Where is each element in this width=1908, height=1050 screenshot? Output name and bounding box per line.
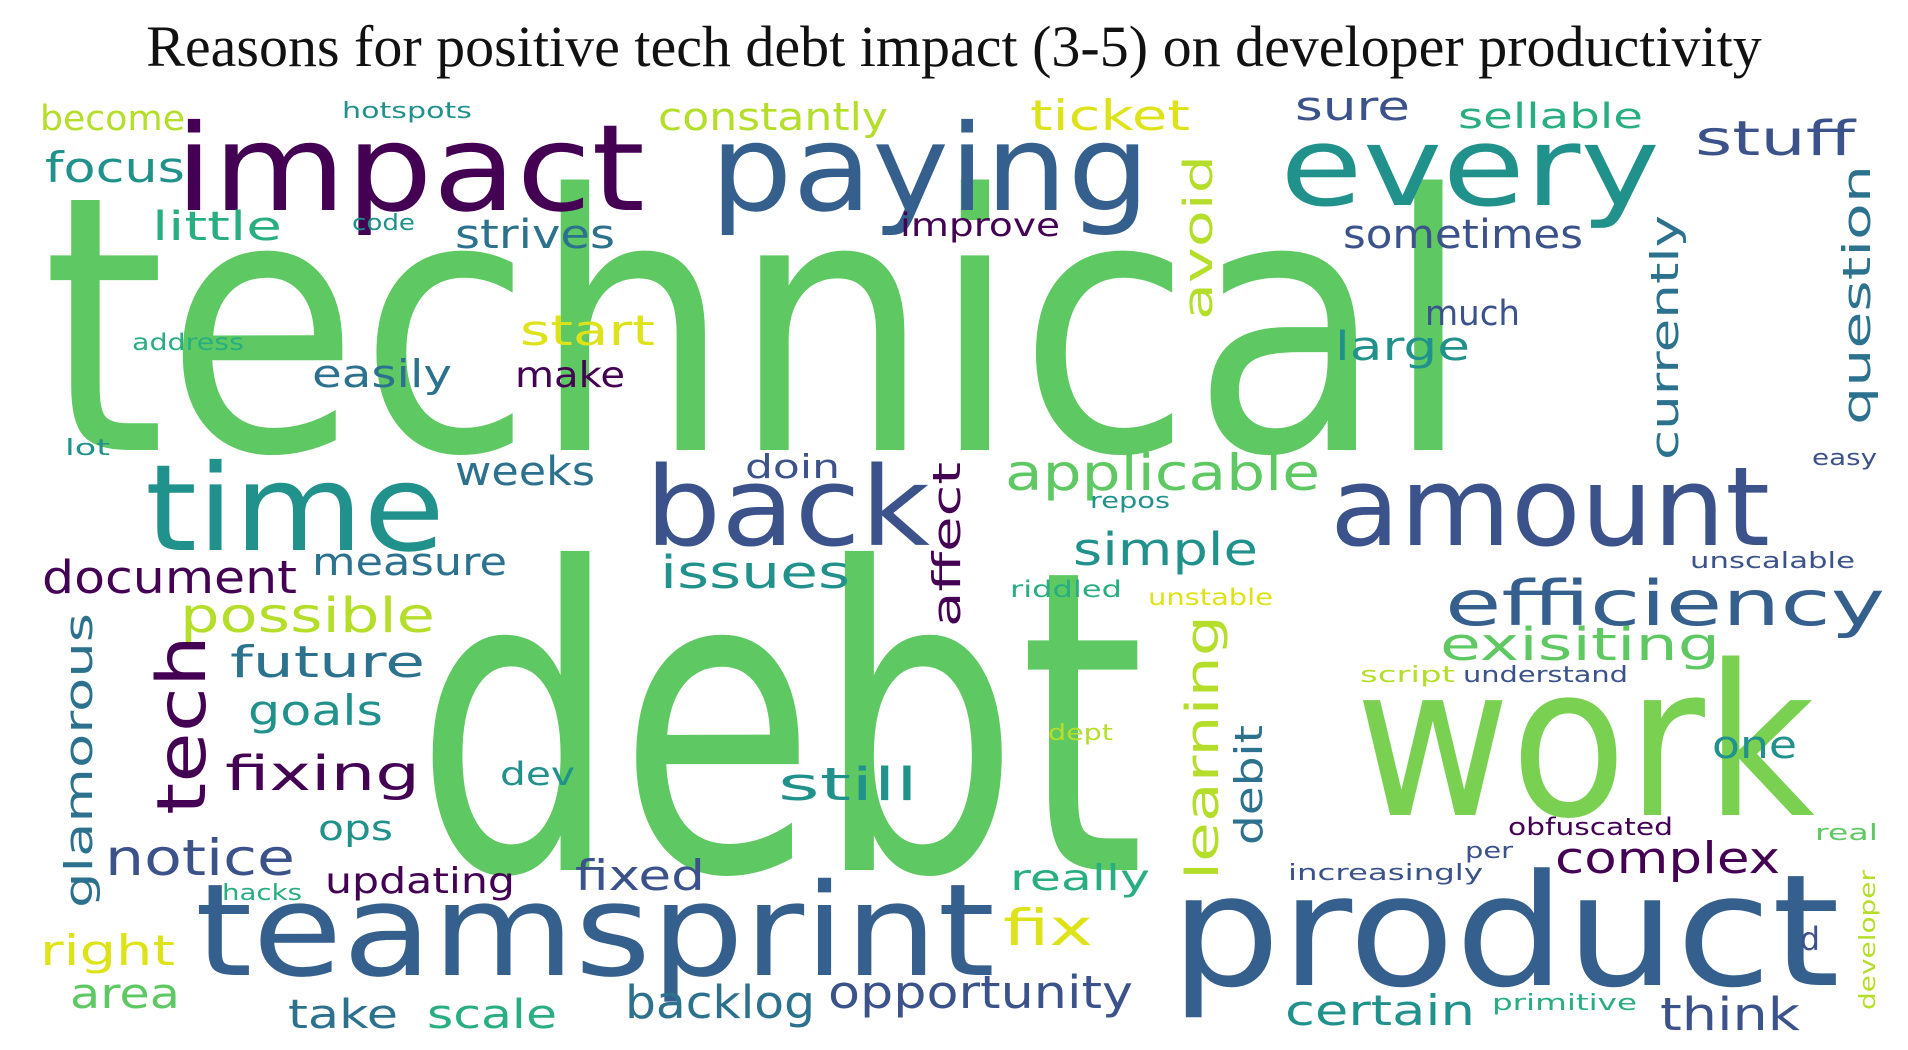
word-exisiting: exisiting <box>1440 618 1720 671</box>
word-updating: updating <box>325 861 515 902</box>
word-sure: sure <box>1295 84 1410 130</box>
word-little: little <box>152 204 282 250</box>
word-really: really <box>1010 858 1150 899</box>
word-per: per <box>1465 839 1514 864</box>
word-debit: debit <box>1227 725 1271 845</box>
word-measure: measure <box>312 540 507 584</box>
word-amount: amount <box>1330 443 1770 571</box>
word-increasingly: increasingly <box>1288 861 1483 886</box>
word-ticket: ticket <box>1030 91 1190 140</box>
word-start: start <box>520 306 655 355</box>
word-constantly: constantly <box>658 95 888 139</box>
word-easily: easily <box>312 352 452 396</box>
word-applicable: applicable <box>1005 444 1320 502</box>
word-repos: repos <box>1090 489 1170 514</box>
word-weeks: weeks <box>455 449 595 495</box>
word-tech: tech <box>143 635 222 815</box>
word-back: back <box>645 443 930 571</box>
word-understand: understand <box>1463 663 1628 688</box>
word-focus: focus <box>45 143 185 192</box>
word-impact: impact <box>175 100 645 239</box>
word-stuff: stuff <box>1695 111 1856 167</box>
word-one: one <box>1712 723 1797 767</box>
word-time: time <box>145 440 445 579</box>
word-every: every <box>1280 103 1660 231</box>
word-developer: developer <box>1856 869 1881 1010</box>
word-issues: issues <box>660 546 850 599</box>
word-easy: easy <box>1812 446 1877 471</box>
word-right: right <box>40 926 175 975</box>
word-sometimes: sometimes <box>1343 212 1583 258</box>
word-hacks: hacks <box>222 881 302 906</box>
page-title: Reasons for positive tech debt impact (3… <box>146 14 1762 79</box>
word-fixed: fixed <box>575 851 705 900</box>
word-complex: complex <box>1555 833 1780 884</box>
word-question: question <box>1835 165 1879 425</box>
word-fix: fix <box>1003 899 1093 957</box>
word-currently: currently <box>1643 215 1687 460</box>
word-code: code <box>352 211 415 236</box>
word-technical: technical <box>42 120 1472 534</box>
word-much: much <box>1425 294 1520 334</box>
word-strives: strives <box>455 212 615 258</box>
word-obfuscated: obfuscated <box>1508 813 1673 841</box>
word-real: real <box>1815 821 1878 846</box>
word-doin: doin <box>745 447 840 486</box>
word-scale: scale <box>427 992 557 1038</box>
word-hotspots: hotspots <box>342 99 472 124</box>
word-think: think <box>1660 988 1800 1041</box>
word-improve: improve <box>900 206 1060 244</box>
word-d: d <box>1800 920 1820 958</box>
word-unscalable: unscalable <box>1690 549 1855 574</box>
word-efficiency: efficiency <box>1445 567 1885 640</box>
word-script: script <box>1360 663 1456 688</box>
word-notice: notice <box>105 829 295 887</box>
word-affect: affect <box>925 462 969 627</box>
word-document: document <box>42 551 297 604</box>
word-backlog: backlog <box>625 976 815 1029</box>
word-address: address <box>132 330 244 356</box>
word-area: area <box>70 969 180 1018</box>
word-glamorous: glamorous <box>57 613 101 908</box>
word-lot: lot <box>65 436 111 461</box>
word-riddled: riddled <box>1010 577 1122 603</box>
word-debt: debt <box>415 481 1145 970</box>
word-dept: dept <box>1048 721 1113 746</box>
word-make: make <box>515 355 625 396</box>
word-unstable: unstable <box>1148 585 1273 611</box>
word-dev: dev <box>500 755 575 793</box>
word-simple: simple <box>1073 523 1258 576</box>
word-still: still <box>778 758 918 811</box>
word-become: become <box>40 99 185 139</box>
word-teamsprint: teamsprint <box>195 857 995 1006</box>
word-opportunity: opportunity <box>828 966 1133 1019</box>
word-avoid: avoid <box>1176 155 1222 320</box>
word-sellable: sellable <box>1458 97 1643 137</box>
word-learning: learning <box>1176 615 1229 880</box>
word-goals: goals <box>248 686 383 735</box>
word-product: product <box>1170 841 1840 1022</box>
word-paying: paying <box>710 100 1150 239</box>
word-certain: certain <box>1285 986 1475 1035</box>
word-possible: possible <box>180 588 435 644</box>
word-work: work <box>1355 620 1815 865</box>
word-take: take <box>288 992 398 1038</box>
word-primitive: primitive <box>1492 991 1637 1016</box>
word-large: large <box>1335 324 1470 370</box>
word-future: future <box>230 637 425 688</box>
word-fixing: fixing <box>225 746 420 802</box>
word-ops: ops <box>318 809 393 849</box>
